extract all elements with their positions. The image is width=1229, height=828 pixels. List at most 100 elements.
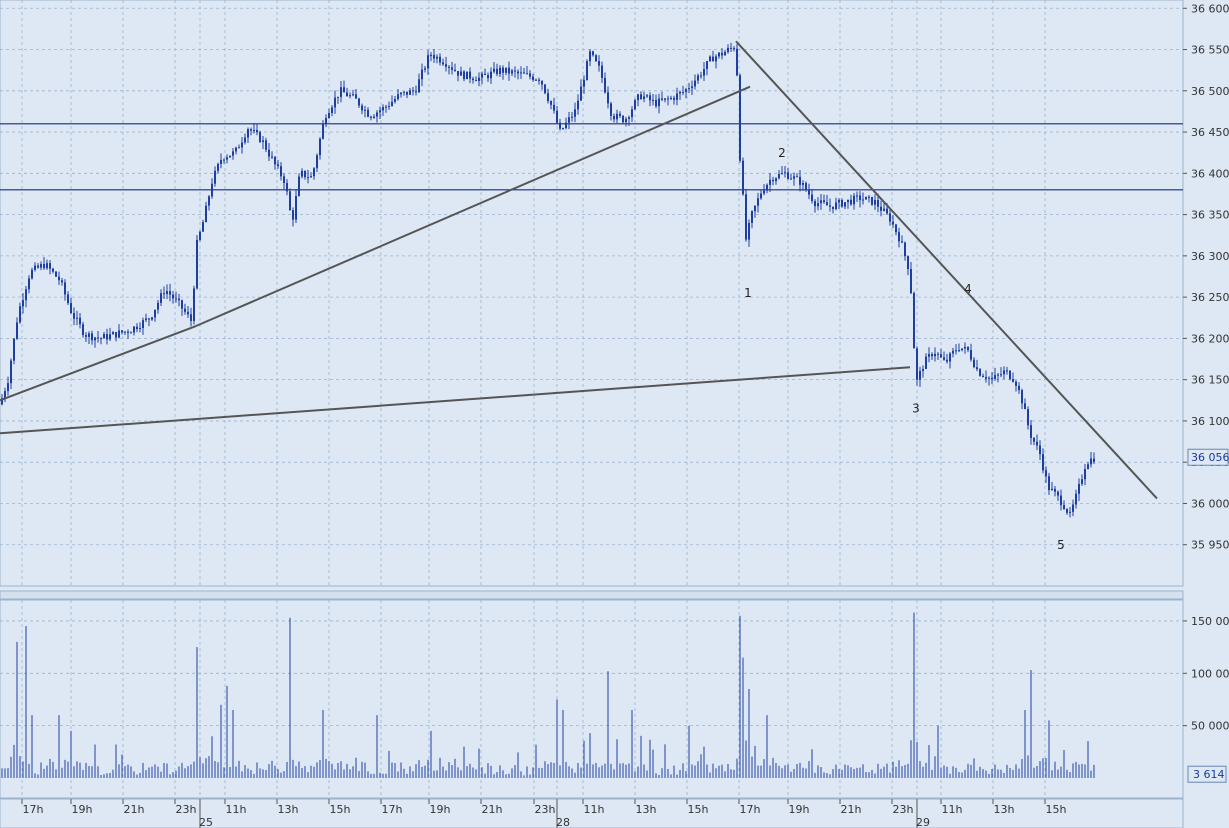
candle-body xyxy=(781,173,783,175)
candle-body xyxy=(340,87,342,97)
candle-body xyxy=(418,79,420,93)
candle-body xyxy=(421,69,423,80)
candle-body xyxy=(529,73,531,77)
last-volume-label: 3 614 xyxy=(1193,768,1225,781)
hour-tick-label: 13h xyxy=(994,803,1015,816)
candle-body xyxy=(460,71,462,76)
candle-body xyxy=(1000,374,1002,376)
candle-body xyxy=(769,179,771,185)
candle-body xyxy=(862,199,864,201)
candle-body xyxy=(1093,458,1095,462)
hour-tick-label: 17h xyxy=(382,803,403,816)
hour-tick-label: 11h xyxy=(226,803,247,816)
candle-body xyxy=(343,87,345,93)
candle-body xyxy=(331,107,333,114)
candle-body xyxy=(442,62,444,65)
hour-tick-label: 23h xyxy=(176,803,197,816)
candle-body xyxy=(952,350,954,354)
candle-body xyxy=(670,97,672,99)
trendline[interactable] xyxy=(0,325,197,402)
candle-body xyxy=(367,109,369,117)
wave-label: 4 xyxy=(964,282,972,296)
candle-body xyxy=(1006,370,1008,372)
candle-body xyxy=(799,176,801,185)
candle-body xyxy=(973,359,975,368)
candle-body xyxy=(7,383,9,392)
candle-body xyxy=(898,232,900,242)
candle-body xyxy=(760,193,762,199)
candle-body xyxy=(241,142,243,148)
trendline[interactable] xyxy=(735,40,1158,500)
candle-body xyxy=(412,90,414,92)
candle-body xyxy=(628,117,630,119)
candle-body xyxy=(322,123,324,139)
candle-body xyxy=(775,178,777,182)
candle-body xyxy=(910,269,912,294)
candle-body xyxy=(106,334,108,340)
candle-body xyxy=(157,302,159,310)
candle-body xyxy=(814,201,816,207)
trendline[interactable] xyxy=(195,85,751,327)
candle-body xyxy=(607,92,609,104)
candle-body xyxy=(649,95,651,101)
candle-body xyxy=(1021,390,1023,404)
candle-body xyxy=(253,130,255,132)
candle-body xyxy=(226,157,228,160)
price-tick-label: 36 150 xyxy=(1191,374,1229,387)
candle-body xyxy=(553,104,555,111)
candle-body xyxy=(94,337,96,341)
candle-body xyxy=(637,94,639,101)
candle-body xyxy=(103,334,105,339)
candle-body xyxy=(739,75,741,161)
candle-body xyxy=(235,147,237,152)
candle-body xyxy=(1012,379,1014,382)
wave-label: 3 xyxy=(912,402,920,416)
candle-body xyxy=(463,71,465,80)
candle-body xyxy=(403,91,405,93)
candle-body xyxy=(1054,488,1056,492)
candle-body xyxy=(631,109,633,118)
candle-body xyxy=(361,105,363,111)
volume-axis[interactable]: 50 000 100 000 150 000 3 614 xyxy=(1183,615,1229,783)
candle-body xyxy=(193,288,195,321)
candle-body xyxy=(616,113,618,120)
hour-tick-label: 11h xyxy=(584,803,605,816)
candle-body xyxy=(265,140,267,150)
trendline[interactable] xyxy=(0,366,911,435)
candle-body xyxy=(256,130,258,133)
candle-body xyxy=(832,206,834,210)
hour-tick-label: 15h xyxy=(688,803,709,816)
candle-body xyxy=(613,115,615,120)
candle-body xyxy=(571,116,573,118)
candle-body xyxy=(55,271,57,277)
candle-body xyxy=(289,191,291,211)
candle-body xyxy=(34,265,36,270)
candle-body xyxy=(280,166,282,177)
price-panel[interactable]: 1 2 3 4 5 xyxy=(0,0,1184,587)
panel-separator[interactable] xyxy=(0,590,1184,600)
candle-body xyxy=(49,263,51,269)
candle-body xyxy=(595,55,597,62)
volume-tick-label: 100 000 xyxy=(1191,667,1229,680)
candle-body xyxy=(865,196,867,200)
candle-body xyxy=(991,377,993,379)
candle-body xyxy=(52,268,54,272)
candle-body xyxy=(448,66,450,68)
candle-body xyxy=(610,103,612,116)
candle-body xyxy=(802,183,804,185)
candle-body xyxy=(652,99,654,101)
candle-body xyxy=(187,311,189,315)
candle-body xyxy=(328,113,330,119)
time-axis[interactable]: 17h 19h 21h 23h 11h 13h 15h 17h 19h 21h 23h 11h 13h 1… xyxy=(0,798,1184,828)
candle-body xyxy=(535,79,537,81)
candle-body xyxy=(958,350,960,352)
hour-tick-label: 15h xyxy=(330,803,351,816)
candle-body xyxy=(436,56,438,59)
candle-body xyxy=(268,149,270,157)
candle-body xyxy=(1069,511,1071,513)
candle-body xyxy=(121,330,123,333)
candle-body xyxy=(643,96,645,100)
candle-body xyxy=(118,330,120,338)
candle-body xyxy=(1066,509,1068,513)
